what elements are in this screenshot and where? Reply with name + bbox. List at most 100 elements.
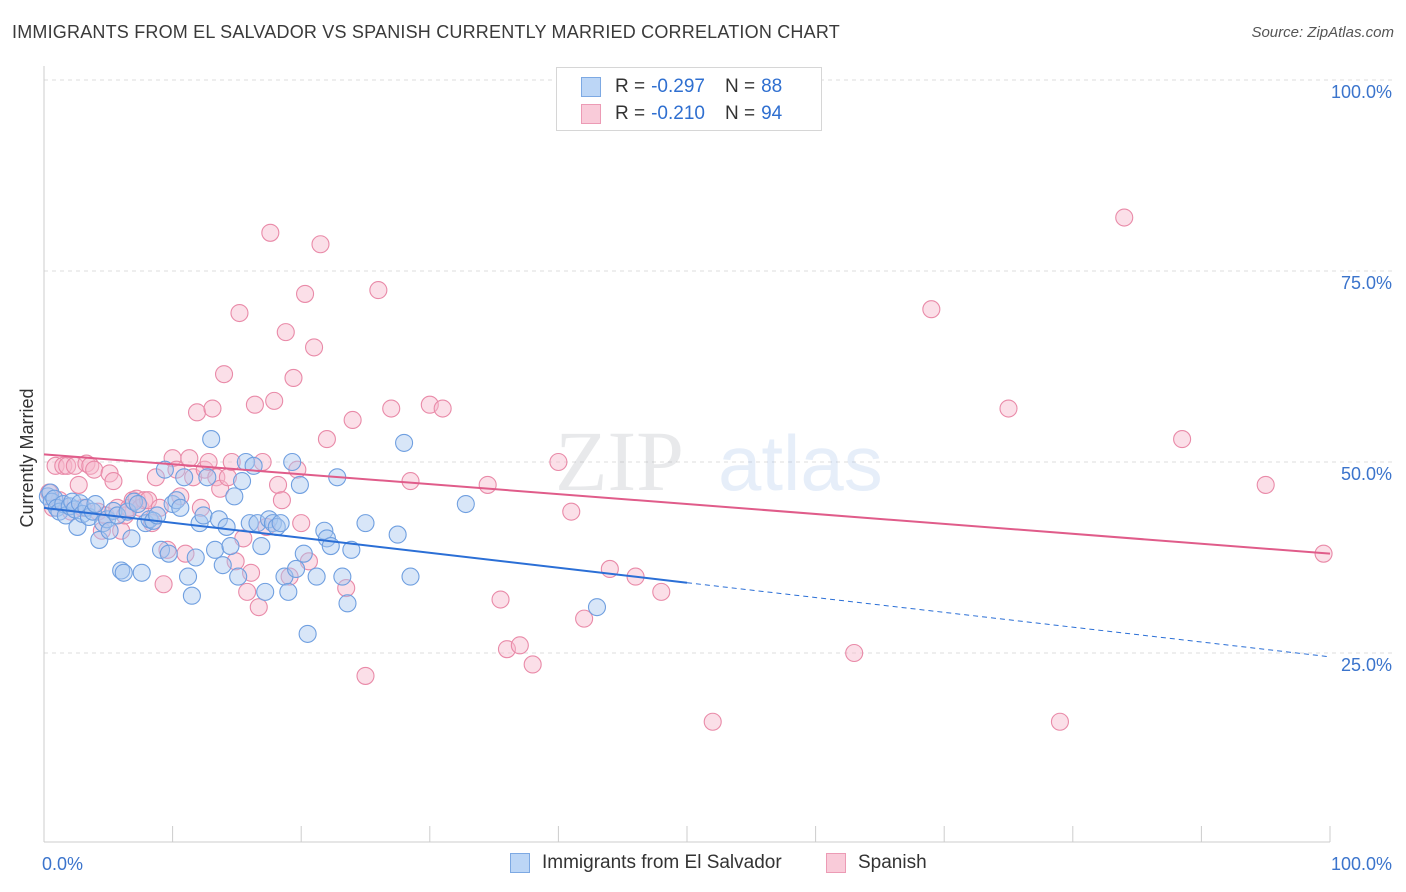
spanish-point: [478, 475, 497, 494]
el-salvador-point: [229, 567, 248, 586]
correlation-legend: R = -0.297 N = 88 R = -0.210 N = 94: [556, 67, 822, 131]
el-salvador-point: [252, 536, 271, 556]
el-salvador-point: [90, 530, 109, 549]
el-salvador-point: [298, 624, 317, 643]
el-salvador-point: [401, 567, 420, 586]
tick-labels: 25.0% 50.0% 75.0% 100.0% 0.0% 100.0%: [42, 82, 1392, 874]
x-tick-label-min: 0.0%: [42, 854, 83, 874]
series-swatch-blue: [510, 853, 530, 873]
spanish-point: [311, 235, 330, 254]
series-label-spanish: Spanish: [858, 852, 927, 873]
x-tick-label-max: 100.0%: [1331, 854, 1392, 874]
legend-r-value: -0.210: [651, 103, 705, 124]
spanish-point: [337, 579, 356, 598]
legend-r-value: -0.297: [651, 76, 705, 97]
el-salvador-point: [287, 559, 306, 579]
legend-n-value: 88: [761, 76, 783, 97]
spanish-point: [154, 575, 173, 594]
spanish-point: [549, 452, 568, 472]
spanish-point: [187, 403, 207, 422]
spanish-point: [292, 514, 311, 533]
spanish-point: [276, 323, 295, 342]
el-salvador-point: [205, 540, 225, 559]
el-salvador-point: [248, 514, 267, 533]
el-salvador-point: [213, 556, 232, 575]
spanish-point: [265, 391, 284, 410]
el-salvador-point: [587, 598, 607, 617]
y-axis-label: Currently Married: [17, 388, 37, 527]
el-salvador-point: [221, 536, 240, 556]
legend-n-label: N =: [724, 103, 756, 124]
spanish-point: [58, 456, 77, 475]
axes: [43, 66, 1331, 843]
spanish-point: [999, 399, 1018, 418]
legend-row-el-salvador: R = -0.297 N = 88: [581, 76, 782, 98]
spanish-point: [280, 567, 299, 586]
series-legend: Immigrants from El Salvador Spanish: [0, 852, 1406, 878]
el-salvador-point: [271, 514, 290, 533]
spanish-point: [203, 399, 222, 418]
y-tick-label: 100.0%: [1331, 82, 1392, 102]
el-salvador-point: [100, 521, 119, 540]
spanish-point: [317, 430, 336, 449]
spanish-point: [261, 223, 280, 242]
el-salvador-trend-line: [43, 506, 688, 584]
spanish-point: [703, 712, 722, 731]
el-salvador-point: [182, 586, 201, 605]
spanish-point: [562, 502, 581, 521]
el-salvador-point: [86, 494, 105, 514]
spanish-trend-line: [43, 453, 1331, 555]
el-salvador-point: [356, 514, 375, 533]
spanish-point: [104, 472, 123, 491]
spanish-point: [575, 609, 594, 628]
series-legend-spanish[interactable]: Spanish: [826, 852, 927, 874]
el-salvador-point: [186, 548, 205, 567]
spanish-point: [369, 281, 388, 300]
spanish-point: [1050, 712, 1069, 731]
spanish-point: [652, 582, 671, 601]
y-tick-label: 75.0%: [1341, 273, 1392, 293]
source-label: Source: ZipAtlas.com: [1251, 24, 1394, 41]
spanish-point: [69, 475, 88, 494]
y-tick-label: 25.0%: [1341, 655, 1392, 675]
el-salvador-point: [114, 563, 133, 582]
el-salvador-point: [217, 517, 236, 536]
series-legend-el-salvador[interactable]: Immigrants from El Salvador: [510, 852, 782, 874]
spanish-point: [1115, 208, 1134, 227]
gridlines: [44, 79, 1392, 654]
el-salvador-point: [256, 582, 275, 601]
spanish-point: [296, 284, 315, 303]
el-salvador-point: [159, 544, 178, 563]
el-salvador-trend-extension: [686, 582, 1331, 658]
el-salvador-point: [194, 506, 213, 525]
series-label-el-salvador: Immigrants from El Salvador: [542, 852, 782, 873]
legend-row-spanish: R = -0.210 N = 94: [581, 103, 782, 125]
watermark-zip: ZIP: [555, 413, 684, 509]
legend-swatch-blue: [581, 77, 601, 97]
el-salvador-point: [294, 544, 313, 563]
el-salvador-point: [171, 498, 190, 517]
spanish-point: [222, 452, 241, 472]
el-salvador-point: [202, 430, 221, 449]
el-salvador-point: [338, 594, 357, 613]
y-tick-label: 50.0%: [1341, 464, 1392, 484]
el-salvador-point: [395, 433, 414, 452]
el-salvador-point: [232, 472, 252, 491]
el-salvador-point: [122, 529, 141, 548]
spanish-point: [272, 491, 291, 510]
legend-n-value: 94: [761, 103, 783, 124]
spanish-point: [343, 410, 362, 430]
spanish-point: [180, 449, 199, 468]
legend-swatch-pink: [581, 104, 601, 124]
spanish-point: [238, 582, 257, 601]
watermark-atlas: atlas: [718, 419, 883, 507]
spanish-point: [491, 590, 510, 609]
spanish-point: [230, 303, 249, 323]
spanish-point: [245, 395, 264, 414]
spanish-point: [922, 300, 941, 319]
el-salvador-point: [307, 567, 326, 586]
spanish-point: [249, 598, 268, 617]
series-swatch-pink: [826, 853, 846, 873]
el-salvador-point: [333, 567, 352, 586]
el-salvador-point: [456, 494, 475, 514]
